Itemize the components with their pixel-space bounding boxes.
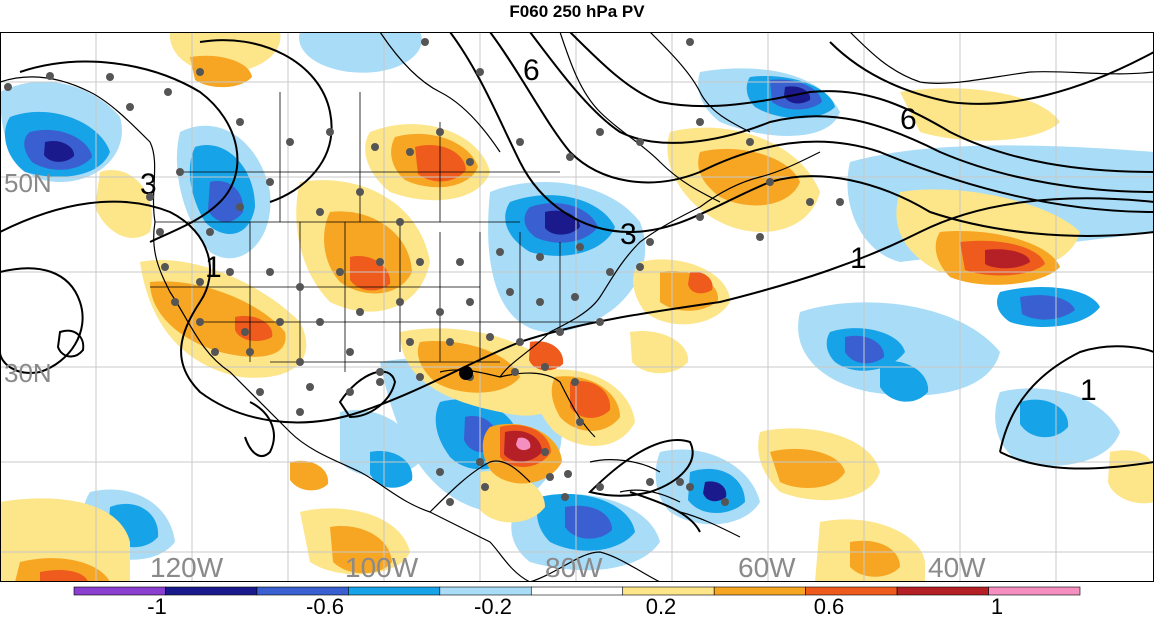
colorbar-swatch [165,586,258,596]
lon-label-100w: 100W [345,552,419,582]
colorbar-label-neg06: -0.6 [306,594,344,619]
contour-label-6-greenland: 6 [900,103,917,136]
longitude-labels: 120W 100W 80W 60W 40W [150,552,986,582]
latitude-labels: 50N 30N [4,168,52,388]
political-boundaries [150,92,600,372]
colorbar [73,586,1081,596]
lat-label-50n: 50N [4,168,52,198]
lon-label-40w: 40W [928,552,986,582]
pv-contours [0,32,1154,533]
colorbar-label-pos1: 1 [990,594,1004,619]
lon-label-120w: 120W [150,552,224,582]
colorbar-label-pos02: 0.2 [645,594,677,619]
colorbar-swatch [896,586,989,596]
contour-labels: 3 3 6 6 1 1 1 [140,54,1097,407]
colorbar-swatch [713,586,806,596]
colorbar-swatch [348,586,441,596]
lat-label-30n: 30N [4,358,52,388]
pv-map: 3 3 6 6 1 1 1 120 [0,32,1154,582]
colorbar-label-pos06: 0.6 [813,594,845,619]
colorbar-swatch [530,586,624,596]
colorbar-swatch [988,586,1081,596]
contour-label-1-west: 1 [205,251,222,284]
colorbar-label-neg1: -1 [147,594,167,619]
lon-label-80w: 80W [545,552,603,582]
contour-label-6-north: 6 [523,54,540,87]
map-title: F060 250 hPa PV [509,2,645,21]
lon-label-60w: 60W [738,552,796,582]
contour-label-1-atlantic: 1 [850,242,867,275]
contour-label-3-west: 3 [140,168,157,201]
contour-label-1-east: 1 [1080,374,1097,407]
contour-label-3-east: 3 [620,218,637,251]
highlighted-station [459,366,473,380]
station-dots [4,38,844,506]
colorbar-label-neg02: -0.2 [474,594,512,619]
